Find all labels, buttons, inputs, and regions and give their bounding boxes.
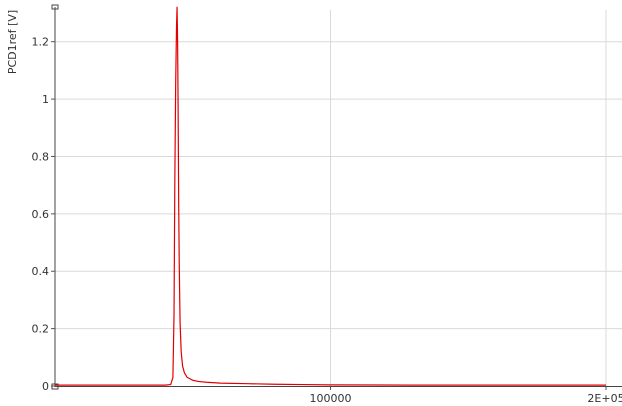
plot-background <box>55 10 622 387</box>
tick-labels: 0 0.2 0.4 0.6 0.8 1 1.2 100000 2E+05 <box>32 36 622 405</box>
origin-handle[interactable] <box>51 383 59 390</box>
y-tick-label: 0 <box>42 380 49 393</box>
y-tick-label: 1.2 <box>32 36 50 49</box>
y-tick-label: 0.6 <box>32 208 50 221</box>
y-axis-title: PCD1ref [V] <box>6 10 19 74</box>
axes <box>51 4 622 390</box>
y-tick-label: 0.8 <box>32 150 50 163</box>
series-group <box>55 6 606 386</box>
y-tick-label: 0.2 <box>32 323 50 336</box>
y-tick-label: 0.4 <box>32 265 50 278</box>
grid-lines <box>55 10 622 386</box>
x-tick-label: 2E+05 <box>587 392 622 405</box>
series-line <box>55 6 606 386</box>
y-axis-end-handle[interactable] <box>51 4 59 10</box>
y-tick-label: 1 <box>42 93 49 106</box>
x-tick-label: 100000 <box>310 392 352 405</box>
